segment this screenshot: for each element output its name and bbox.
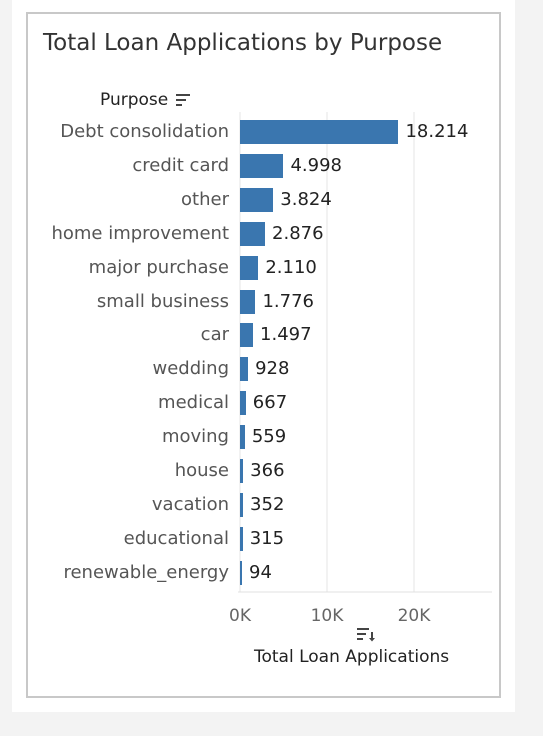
bar[interactable] xyxy=(240,120,399,144)
chart-title: Total Loan Applications by Purpose xyxy=(43,30,443,56)
row-header[interactable]: Purpose xyxy=(100,90,192,110)
data-label: 2.876 xyxy=(272,222,324,244)
data-label: 94 xyxy=(249,561,272,583)
category-label: vacation xyxy=(151,493,229,515)
data-label: 352 xyxy=(250,493,285,515)
data-label: 4.998 xyxy=(290,154,342,176)
bar[interactable] xyxy=(240,323,254,348)
x-tick-label: 20K xyxy=(397,606,431,626)
bar[interactable] xyxy=(240,526,243,551)
x-tick-label: 0K xyxy=(229,606,251,626)
category-label: educational xyxy=(123,527,229,549)
x-tick-label: 10K xyxy=(310,606,344,626)
category-label: renewable_energy xyxy=(63,561,229,583)
bar[interactable] xyxy=(240,391,246,416)
data-label: 3.824 xyxy=(280,188,332,210)
data-label: 559 xyxy=(251,426,287,448)
bar[interactable] xyxy=(240,289,256,314)
data-label: 667 xyxy=(252,392,288,414)
bar[interactable] xyxy=(240,357,249,382)
category-label: medical xyxy=(158,392,229,414)
category-label: other xyxy=(181,188,229,210)
category-label: moving xyxy=(161,426,229,448)
bar[interactable] xyxy=(240,492,244,517)
data-label: 366 xyxy=(250,460,285,481)
bar[interactable] xyxy=(240,459,244,483)
category-label: credit card xyxy=(132,154,229,176)
data-label: 1.497 xyxy=(260,324,312,346)
category-label: small business xyxy=(96,290,229,312)
bar[interactable] xyxy=(240,560,242,585)
axis-sort-icon[interactable] xyxy=(356,626,376,642)
data-label: 928 xyxy=(255,358,290,380)
row-header-label: Purpose xyxy=(100,90,169,110)
data-label: 2.110 xyxy=(265,256,317,278)
category-label: house xyxy=(174,460,229,481)
category-label: car xyxy=(200,324,229,346)
sort-icon[interactable] xyxy=(174,92,192,108)
category-label: home improvement xyxy=(51,222,229,244)
category-label: Debt consolidation xyxy=(60,121,229,142)
bar[interactable] xyxy=(240,153,284,178)
category-label: wedding xyxy=(152,358,229,380)
bar[interactable] xyxy=(240,187,274,212)
category-label: major purchase xyxy=(88,256,229,278)
x-axis-title: Total Loan Applications xyxy=(254,647,450,667)
bar[interactable] xyxy=(240,221,266,246)
bar[interactable] xyxy=(240,425,245,450)
chart-panel xyxy=(26,12,501,698)
bar[interactable] xyxy=(240,255,259,280)
data-label: 315 xyxy=(249,527,285,549)
data-label: 1.776 xyxy=(262,290,314,312)
data-label: 18.214 xyxy=(405,121,469,142)
